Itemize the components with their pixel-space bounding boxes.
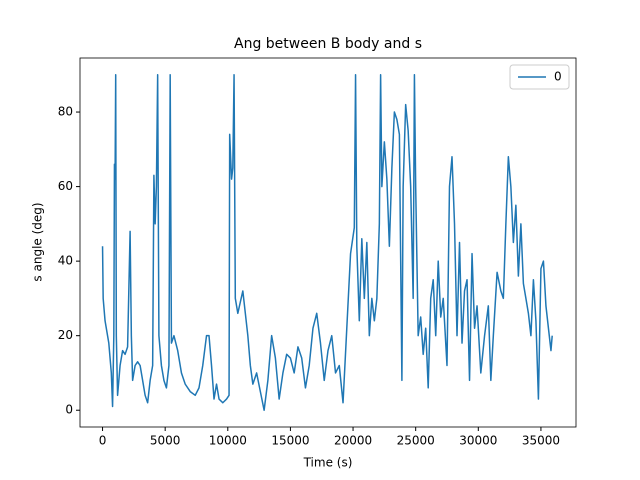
x-tick-label: 15000 xyxy=(271,434,309,448)
y-tick-label: 80 xyxy=(58,105,73,119)
x-tick-label: 30000 xyxy=(459,434,497,448)
plot-frame xyxy=(79,57,577,428)
y-tick-label: 60 xyxy=(58,179,73,193)
x-tick-label: 0 xyxy=(99,434,107,448)
x-tick-label: 20000 xyxy=(334,434,372,448)
x-tick-label: 25000 xyxy=(397,434,435,448)
y-tick-label: 20 xyxy=(58,328,73,342)
y-tick-label: 0 xyxy=(65,403,73,417)
y-axis-label: s angle (deg) xyxy=(31,202,45,281)
chart-title: Ang between B body and s xyxy=(234,36,422,52)
x-tick-label: 5000 xyxy=(150,434,181,448)
legend-label: 0 xyxy=(554,70,562,84)
x-tick-label: 10000 xyxy=(209,434,247,448)
x-axis-label: Time (s) xyxy=(303,456,353,470)
y-tick-label: 40 xyxy=(58,254,73,268)
x-tick-label: 35000 xyxy=(522,434,560,448)
line xyxy=(101,74,553,411)
